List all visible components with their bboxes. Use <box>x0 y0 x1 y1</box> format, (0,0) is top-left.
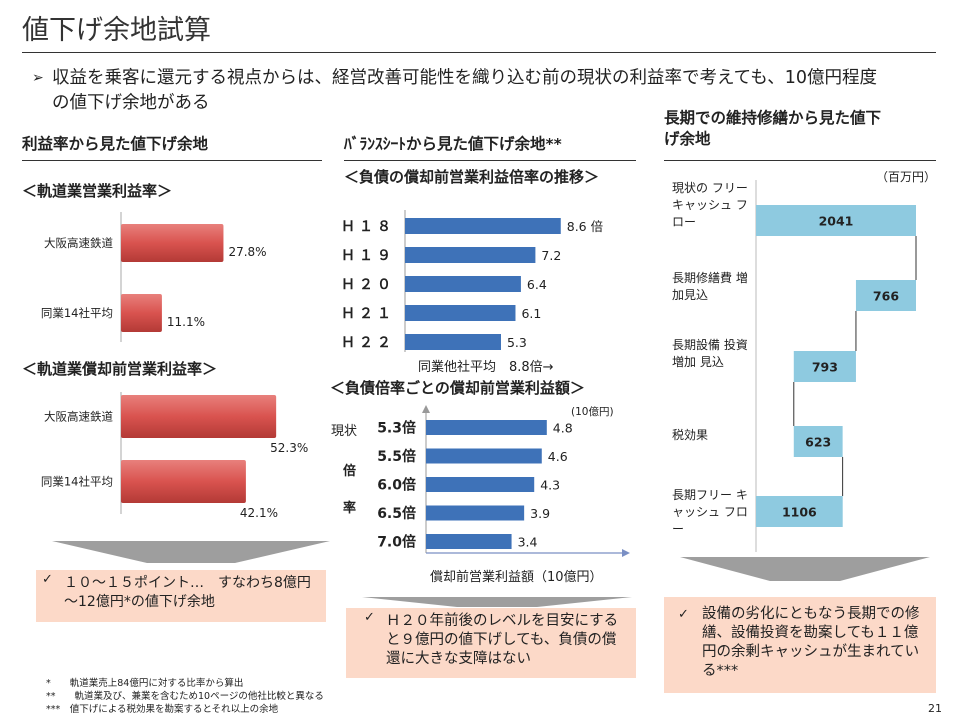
chart4-bar <box>426 477 535 492</box>
chart1-category-label: 大阪高速鉄道 <box>44 236 113 250</box>
col1-down-arrow-icon <box>52 541 330 563</box>
col1-conclusion-text: １０～１５ポイント… すなわち8億円～12億円*の値下げ余地 <box>64 575 311 610</box>
chart1-bar <box>121 294 162 332</box>
chart4-data-label: 3.9 <box>530 506 550 521</box>
col2-down-arrow-icon <box>362 597 632 607</box>
chart4-bar <box>426 448 542 464</box>
chart3-bar <box>405 276 521 292</box>
wf-label-2: 長期修繕費 増加見込 <box>672 271 748 302</box>
chart4-category-label: 7.0倍 <box>377 534 416 551</box>
waterfall-data-label: 623 <box>805 435 831 450</box>
waterfall-data-label: 2041 <box>819 214 854 229</box>
page-title: 値下げ余地試算 <box>22 15 211 46</box>
chart3-note: 同業他社平均 8.8倍→ <box>418 360 554 375</box>
chart4-ylabel-top: 倍 <box>343 464 357 479</box>
page-number: 21 <box>928 702 942 715</box>
lead-text: 収益を乗客に還元する視点からは、経営改善可能性を織り込む前の現状の利益率で考えて… <box>52 68 877 113</box>
col2-divider <box>344 160 636 161</box>
chart4-x-axis-arrow-icon <box>622 549 630 557</box>
col2-conclusion-box: ✓ Ｈ２０年前後のレベルを目安にすると９億円の値下げしても、負債の償還に大きな支… <box>346 608 636 678</box>
col3-down-arrow-icon <box>680 557 930 581</box>
chart4-title: ＜負債倍率ごとの償却前営業利益額＞ <box>330 379 585 397</box>
chart3-data-label: 8.6 倍 <box>567 219 603 234</box>
chart2-data-label: 42.1% <box>240 506 278 520</box>
lead-bullet: ➢ 収益を乗客に還元する視点からは、経営改善可能性を織り込む前の現状の利益率で考… <box>32 66 892 116</box>
chart4-category-label: 5.5倍 <box>377 448 416 465</box>
chart3-category-label: Ｈ２２ <box>341 335 395 351</box>
footnote-1: * 軌道業売上84億円に対する比率から算出 <box>46 678 244 689</box>
wf-label-3: 長期設備 投資増加 見込 <box>672 338 748 369</box>
chart4-bar <box>426 505 525 521</box>
chart4-xlabel: 償却前営業利益額（10億円） <box>430 570 603 585</box>
footnote-3: *** 値下げによる税効果を勘案するとそれ以上の余地 <box>46 704 279 715</box>
chart4-data-label: 4.6 <box>548 449 568 464</box>
chart1-data-label: 11.1% <box>167 315 205 329</box>
wf-label-4: 税効果 <box>672 428 709 442</box>
check-icon: ✓ <box>678 607 689 622</box>
waterfall-bar <box>793 351 856 382</box>
col2-heading: ﾊﾞﾗﾝｽｼｰﾄから見た値下げ余地** <box>344 135 562 153</box>
chart1-bar <box>121 224 224 262</box>
chart4-data-label: 4.3 <box>540 478 560 493</box>
chart3-bar <box>405 334 501 350</box>
col1-conclusion-box: ✓ １０～１５ポイント… すなわち8億円～12億円*の値下げ余地 <box>36 570 326 622</box>
col1-heading: 利益率から見た値下げ余地 <box>22 135 209 153</box>
chart4-data-label: 4.8 <box>553 421 573 436</box>
chart3-category-label: Ｈ２０ <box>341 277 395 293</box>
chart3-data-label: 6.4 <box>527 277 547 292</box>
chart1-title: ＜軌道業営業利益率＞ <box>22 182 173 200</box>
waterfall-data-label: 766 <box>873 289 899 304</box>
wf-label-1: 現状の フリー キャッシュ フロー <box>672 181 748 229</box>
col3-divider <box>664 160 936 161</box>
chart2-data-label: 52.3% <box>270 441 308 455</box>
waterfall-bar <box>855 280 916 311</box>
col3-unit: （百万円） <box>876 170 937 184</box>
waterfall-bar <box>756 496 843 527</box>
chart2-bar <box>121 395 277 438</box>
chart4-data-label: 3.4 <box>518 535 538 550</box>
chart3-data-label: 6.1 <box>521 306 541 321</box>
chart2-bar <box>121 460 246 503</box>
chart3-data-label: 7.2 <box>541 248 561 263</box>
footnote-2: ** 軌道業及び、兼業を含むため10ページの他社比較と異なる <box>46 691 324 702</box>
col3-conclusion-box: ✓ 設備の劣化にともなう長期での修繕、設備投資を勘案しても１１億円の余剰キャッシ… <box>664 597 936 693</box>
title-divider <box>22 52 936 53</box>
wf-label-5: 長期フリー キャッシュ フロー <box>672 488 748 536</box>
col3-heading: 長期での維持修繕から見た値下げ余地 <box>664 109 882 148</box>
check-icon: ✓ <box>42 572 53 587</box>
check-icon: ✓ <box>364 610 375 625</box>
chart1-category-label: 同業14社平均 <box>41 306 113 320</box>
chart3-data-label: 5.3 <box>507 335 527 350</box>
col2-conclusion-text: Ｈ２０年前後のレベルを目安にすると９億円の値下げしても、負債の償還に大きな支障は… <box>386 613 619 667</box>
chart3-category-label: Ｈ１８ <box>341 219 395 235</box>
chart3-category-label: Ｈ２１ <box>341 306 395 322</box>
chart4-category-label: 6.0倍 <box>377 477 416 494</box>
chart4-unit: (10億円) <box>571 406 614 418</box>
chart2-category-label: 同業14社平均 <box>41 475 113 489</box>
chart1-data-label: 27.8% <box>228 245 266 259</box>
arrow-bullet-icon: ➢ <box>32 70 44 86</box>
chart4-category-label: 5.3倍 <box>377 420 416 437</box>
chart3-title: ＜負債の償却前営業利益倍率の推移＞ <box>344 168 600 186</box>
waterfall-bar <box>793 426 843 457</box>
chart4-bar <box>426 534 512 549</box>
chart4-y-axis-arrow-icon <box>422 405 430 413</box>
chart3-bar <box>405 305 516 321</box>
chart4-category-label: 6.5倍 <box>377 505 416 522</box>
chart3-bar <box>405 247 536 263</box>
chart2-title: ＜軌道業償却前営業利益率＞ <box>22 360 218 378</box>
col1-divider <box>22 160 322 161</box>
chart4-bar <box>426 420 547 435</box>
chart2-category-label: 大阪高速鉄道 <box>44 410 113 424</box>
chart4-current-label: 現状 <box>331 424 358 439</box>
col3-conclusion-text: 設備の劣化にともなう長期での修繕、設備投資を勘案しても１１億円の余剰キャッシュが… <box>702 606 920 679</box>
waterfall-data-label: 793 <box>812 360 838 375</box>
waterfall-bar <box>756 205 916 236</box>
chart3-bar <box>405 218 561 234</box>
waterfall-data-label: 1106 <box>782 505 817 520</box>
chart4-ylabel-bottom: 率 <box>343 501 357 516</box>
chart3-category-label: Ｈ１９ <box>341 248 395 264</box>
